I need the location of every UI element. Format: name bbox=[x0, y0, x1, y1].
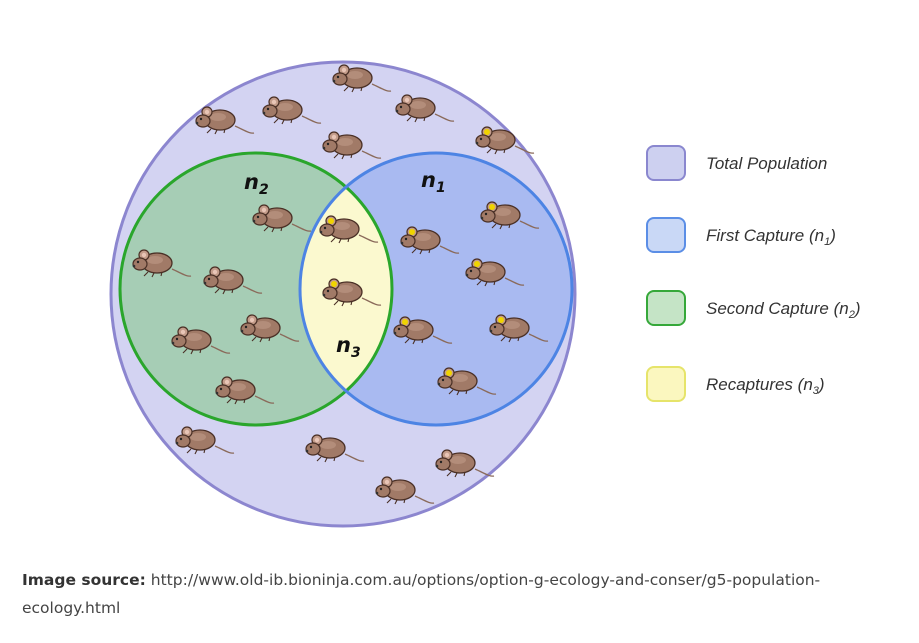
recapture-overlap bbox=[300, 153, 392, 425]
label-n3: n3 bbox=[336, 333, 361, 361]
legend-label-second: Second Capture (n2) bbox=[706, 299, 861, 321]
legend-swatch-first bbox=[646, 217, 686, 253]
legend-item-total: Total Population bbox=[646, 145, 827, 181]
label-n1: n1 bbox=[421, 168, 446, 196]
legend-swatch-recap bbox=[646, 366, 686, 402]
capture-mark bbox=[489, 204, 495, 210]
capture-mark bbox=[484, 129, 490, 135]
legend-label-first: First Capture (n1) bbox=[706, 226, 836, 248]
image-source-label: Image source: bbox=[22, 571, 146, 589]
legend-label-recap: Recaptures (n3) bbox=[706, 375, 825, 397]
label-n2: n2 bbox=[244, 170, 269, 198]
capture-mark bbox=[328, 218, 334, 224]
legend-item-second: Second Capture (n2) bbox=[646, 290, 861, 326]
second-capture-outline bbox=[118, 151, 394, 427]
legend-swatch-total bbox=[646, 145, 686, 181]
capture-mark bbox=[402, 319, 408, 325]
capture-mark bbox=[474, 261, 480, 267]
legend-swatch-second bbox=[646, 290, 686, 326]
capture-recapture-diagram: n2 n1 n3 Total Population First Capture … bbox=[109, 60, 861, 528]
capture-mark bbox=[446, 370, 452, 376]
capture-mark bbox=[498, 317, 504, 323]
legend-item-first: First Capture (n1) bbox=[646, 217, 836, 253]
legend-label-total: Total Population bbox=[706, 154, 827, 173]
first-capture-outline bbox=[298, 151, 574, 427]
image-source-url[interactable]: http://www.old-ib.bioninja.com.au/option… bbox=[22, 571, 821, 617]
legend: Total Population First Capture (n1) Seco… bbox=[646, 145, 861, 402]
image-source-caption: Image source: http://www.old-ib.bioninja… bbox=[22, 566, 882, 622]
capture-mark bbox=[409, 229, 415, 235]
mice-group bbox=[132, 64, 549, 505]
legend-item-recap: Recaptures (n3) bbox=[646, 366, 825, 402]
capture-mark bbox=[331, 281, 337, 287]
